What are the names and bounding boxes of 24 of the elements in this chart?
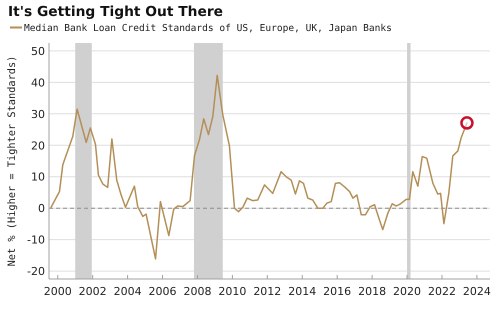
y-axis-title: Net % (Higher = Tighter Standards) (6, 56, 18, 266)
y-tick-label: 0 (38, 202, 45, 216)
y-tick-label: 10 (31, 170, 45, 184)
x-tick-label: 2004 (114, 285, 142, 298)
y-tick-label: 50 (31, 44, 45, 58)
chart-title: It's Getting Tight Out There (8, 4, 224, 20)
y-tick-label: -10 (27, 234, 45, 247)
legend-label: Median Bank Loan Credit Standards of US, Europe, UK, Japan Banks (24, 23, 392, 34)
x-tick-label: 2006 (148, 285, 177, 298)
y-tick-label: 30 (31, 108, 45, 121)
x-tick-label: 2018 (358, 285, 386, 298)
x-tick-label: 2022 (428, 285, 456, 298)
x-tick-label: 2020 (393, 285, 422, 298)
x-tick-label: 2014 (288, 285, 316, 298)
x-tick-label: 2010 (218, 285, 246, 298)
x-tick-label: 2002 (78, 285, 107, 298)
x-tick-label: 2016 (323, 285, 352, 298)
x-tick-label: 2024 (462, 285, 491, 298)
x-tick-label: 2008 (183, 285, 212, 298)
y-tick-label: 20 (31, 139, 45, 152)
x-tick-label: 2012 (253, 285, 282, 298)
y-tick-label: 40 (31, 76, 45, 90)
x-tick-label: 2000 (44, 285, 72, 298)
y-tick-label: -20 (27, 265, 45, 278)
